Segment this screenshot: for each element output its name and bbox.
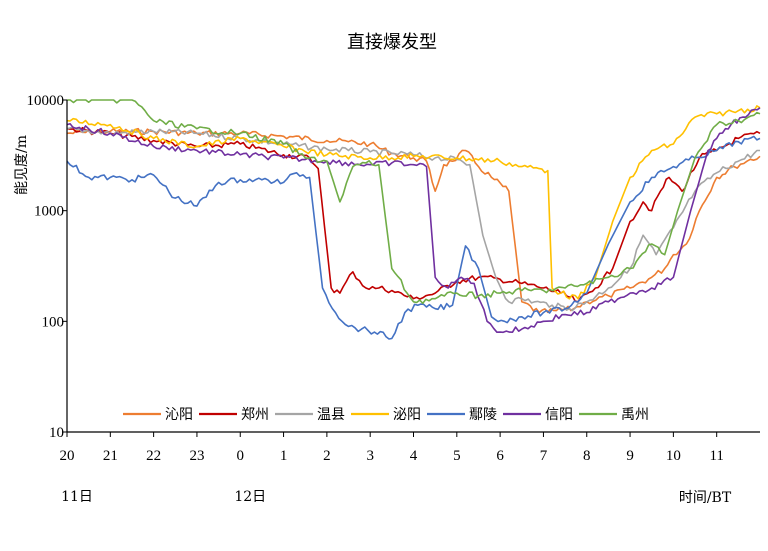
x-tick-label: 8: [583, 448, 591, 464]
y-tick-label: 10000: [27, 93, 65, 109]
x-tick-label: 20: [60, 448, 75, 464]
series-line-0: [66, 127, 761, 314]
series-line-4: [66, 135, 761, 340]
x-tick-label: 7: [540, 448, 548, 464]
legend-label-6: 禹州: [621, 407, 649, 423]
x-tick-label: 22: [146, 448, 161, 464]
x-tick-label: 21: [103, 448, 118, 464]
series-line-3: [66, 105, 761, 300]
x-tick-label: 4: [410, 448, 418, 464]
series-line-2: [66, 126, 760, 312]
x-tick-label: 3: [366, 448, 374, 464]
x-axis-label: 时间/BT: [679, 490, 732, 506]
y-tick-label: 10: [49, 425, 64, 441]
legend-label-3: 泌阳: [393, 407, 421, 423]
x-tick-label: 2: [323, 448, 331, 464]
chart-title: 直接爆发型: [347, 32, 437, 53]
y-tick-label: 1000: [34, 204, 64, 220]
legend-label-4: 鄢陵: [469, 407, 497, 423]
x-tick-label: 5: [453, 448, 461, 464]
x-tick-label: 0: [237, 448, 245, 464]
x-tick-label: 6: [496, 448, 504, 464]
series-line-6: [67, 99, 761, 305]
legend: 沁阳 郑州 温县 泌阳 鄢陵 信阳 禹州: [123, 407, 649, 423]
legend-label-1: 郑州: [241, 407, 269, 423]
legend-label-0: 沁阳: [165, 407, 193, 423]
y-tick-label: 100: [42, 314, 65, 330]
x-tick-label: 11: [709, 448, 723, 464]
date-label: 12日: [234, 489, 266, 505]
series-line-5: [66, 107, 761, 334]
x-tick-label: 23: [189, 448, 204, 464]
x-tick-label: 10: [666, 448, 681, 464]
series-line-1: [66, 126, 761, 303]
legend-label-2: 温县: [317, 407, 345, 423]
x-tick-label: 9: [626, 448, 634, 464]
y-axis-label: 能见度/m: [14, 135, 30, 195]
legend-label-5: 信阳: [545, 407, 573, 423]
x-tick-label: 1: [280, 448, 288, 464]
plot-lines: [66, 99, 761, 340]
date-label: 11日: [61, 489, 93, 505]
